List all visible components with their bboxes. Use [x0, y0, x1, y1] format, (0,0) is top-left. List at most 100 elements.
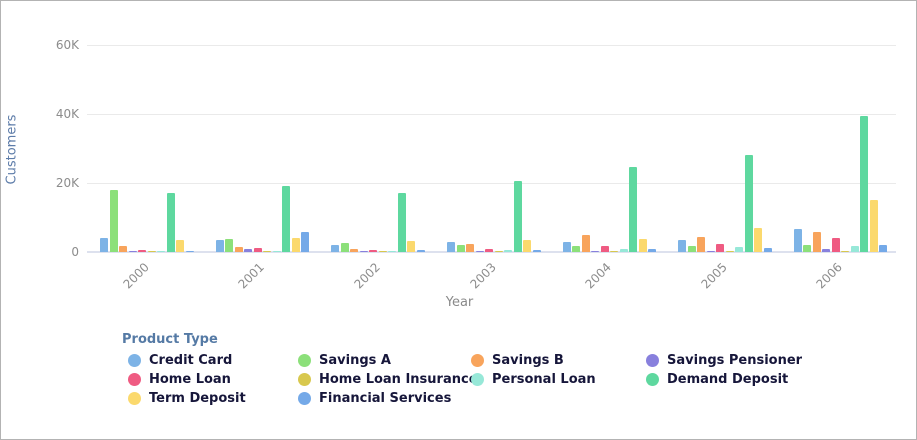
- bar[interactable]: [697, 237, 706, 252]
- legend-item[interactable]: Savings B: [471, 353, 564, 368]
- x-axis-label: 2000: [120, 260, 152, 292]
- bar[interactable]: [494, 251, 503, 252]
- bar[interactable]: [263, 251, 272, 252]
- bar[interactable]: [253, 248, 262, 252]
- bar[interactable]: [166, 193, 175, 252]
- legend-title: Product Type: [122, 332, 218, 347]
- legend-item[interactable]: Financial Services: [298, 391, 451, 406]
- bar[interactable]: [128, 251, 137, 252]
- legend-item-label: Savings A: [319, 353, 391, 368]
- legend-swatch-icon: [646, 373, 659, 386]
- bar[interactable]: [735, 247, 744, 252]
- bar[interactable]: [456, 245, 465, 252]
- legend-item-label: Demand Deposit: [667, 372, 789, 387]
- bar[interactable]: [100, 238, 109, 252]
- bar[interactable]: [831, 238, 840, 252]
- bar[interactable]: [340, 243, 349, 252]
- bar[interactable]: [157, 251, 166, 252]
- x-axis-label: 2005: [698, 260, 730, 292]
- bar[interactable]: [869, 200, 878, 252]
- bar[interactable]: [407, 241, 416, 252]
- legend-item-label: Financial Services: [319, 391, 452, 406]
- bar[interactable]: [532, 250, 541, 252]
- bar[interactable]: [725, 251, 734, 252]
- bar[interactable]: [244, 249, 253, 252]
- bar[interactable]: [225, 239, 234, 252]
- y-axis-tick-label: 0: [71, 245, 79, 259]
- bar[interactable]: [610, 251, 619, 252]
- bar[interactable]: [744, 155, 753, 252]
- bar[interactable]: [350, 249, 359, 252]
- bar[interactable]: [600, 246, 609, 252]
- bar[interactable]: [678, 240, 687, 252]
- bar[interactable]: [638, 239, 647, 252]
- bar[interactable]: [754, 228, 763, 252]
- bar[interactable]: [850, 246, 859, 252]
- bar[interactable]: [763, 248, 772, 252]
- legend-swatch-icon: [646, 354, 659, 367]
- legend-item[interactable]: Demand Deposit: [646, 372, 788, 387]
- bar[interactable]: [793, 229, 802, 252]
- legend-item-label: Personal Loan: [492, 372, 596, 387]
- legend-item[interactable]: Credit Card: [128, 353, 232, 368]
- bar[interactable]: [119, 246, 128, 252]
- bar[interactable]: [234, 247, 243, 252]
- legend-item-label: Home Loan Insurance: [319, 372, 478, 387]
- bar[interactable]: [466, 244, 474, 252]
- bar[interactable]: [841, 251, 850, 252]
- bar[interactable]: [513, 181, 522, 252]
- y-axis-tick-label: 20K: [55, 176, 79, 190]
- bar[interactable]: [369, 250, 378, 252]
- bar[interactable]: [706, 251, 715, 252]
- bar[interactable]: [581, 235, 590, 252]
- legend-item[interactable]: Personal Loan: [471, 372, 596, 387]
- legend-item[interactable]: Term Deposit: [128, 391, 246, 406]
- bar[interactable]: [282, 186, 291, 252]
- legend-item[interactable]: Savings A: [298, 353, 391, 368]
- bar[interactable]: [803, 245, 812, 252]
- legend-item[interactable]: Home Loan Insurance: [298, 372, 478, 387]
- bar[interactable]: [176, 240, 185, 252]
- bar[interactable]: [378, 251, 387, 252]
- bar[interactable]: [416, 250, 425, 252]
- bar[interactable]: [822, 249, 831, 252]
- legend-swatch-icon: [128, 354, 141, 367]
- bar[interactable]: [572, 246, 581, 252]
- bar[interactable]: [485, 249, 493, 252]
- bar[interactable]: [648, 249, 657, 252]
- bar[interactable]: [860, 116, 869, 252]
- bar[interactable]: [629, 167, 638, 252]
- x-axis-label: 2001: [235, 260, 268, 292]
- bar[interactable]: [138, 250, 147, 252]
- bar[interactable]: [447, 242, 455, 252]
- bar[interactable]: [388, 251, 397, 252]
- bar[interactable]: [562, 242, 571, 252]
- legend-item-label: Home Loan: [149, 372, 231, 387]
- bar[interactable]: [147, 251, 156, 252]
- bar[interactable]: [879, 245, 888, 252]
- bar[interactable]: [359, 251, 368, 252]
- legend-item[interactable]: Home Loan: [128, 372, 231, 387]
- legend-item-label: Savings B: [492, 353, 564, 368]
- bar[interactable]: [215, 240, 224, 252]
- bar[interactable]: [301, 232, 310, 252]
- bar[interactable]: [619, 249, 628, 252]
- bar[interactable]: [687, 246, 696, 252]
- bar[interactable]: [812, 232, 821, 252]
- bar[interactable]: [291, 238, 300, 252]
- bar[interactable]: [185, 251, 194, 252]
- bar[interactable]: [591, 251, 600, 252]
- legend-swatch-icon: [128, 392, 141, 405]
- bar[interactable]: [475, 251, 484, 252]
- gridline: [87, 114, 896, 115]
- bar[interactable]: [272, 251, 281, 252]
- legend-item[interactable]: Savings Pensioner: [646, 353, 802, 368]
- bar[interactable]: [716, 244, 725, 252]
- bar[interactable]: [109, 190, 118, 252]
- legend-swatch-icon: [471, 373, 484, 386]
- bar[interactable]: [397, 193, 406, 252]
- bar[interactable]: [331, 245, 340, 252]
- bar[interactable]: [523, 240, 531, 252]
- gridline: [87, 183, 896, 184]
- bar[interactable]: [504, 250, 512, 252]
